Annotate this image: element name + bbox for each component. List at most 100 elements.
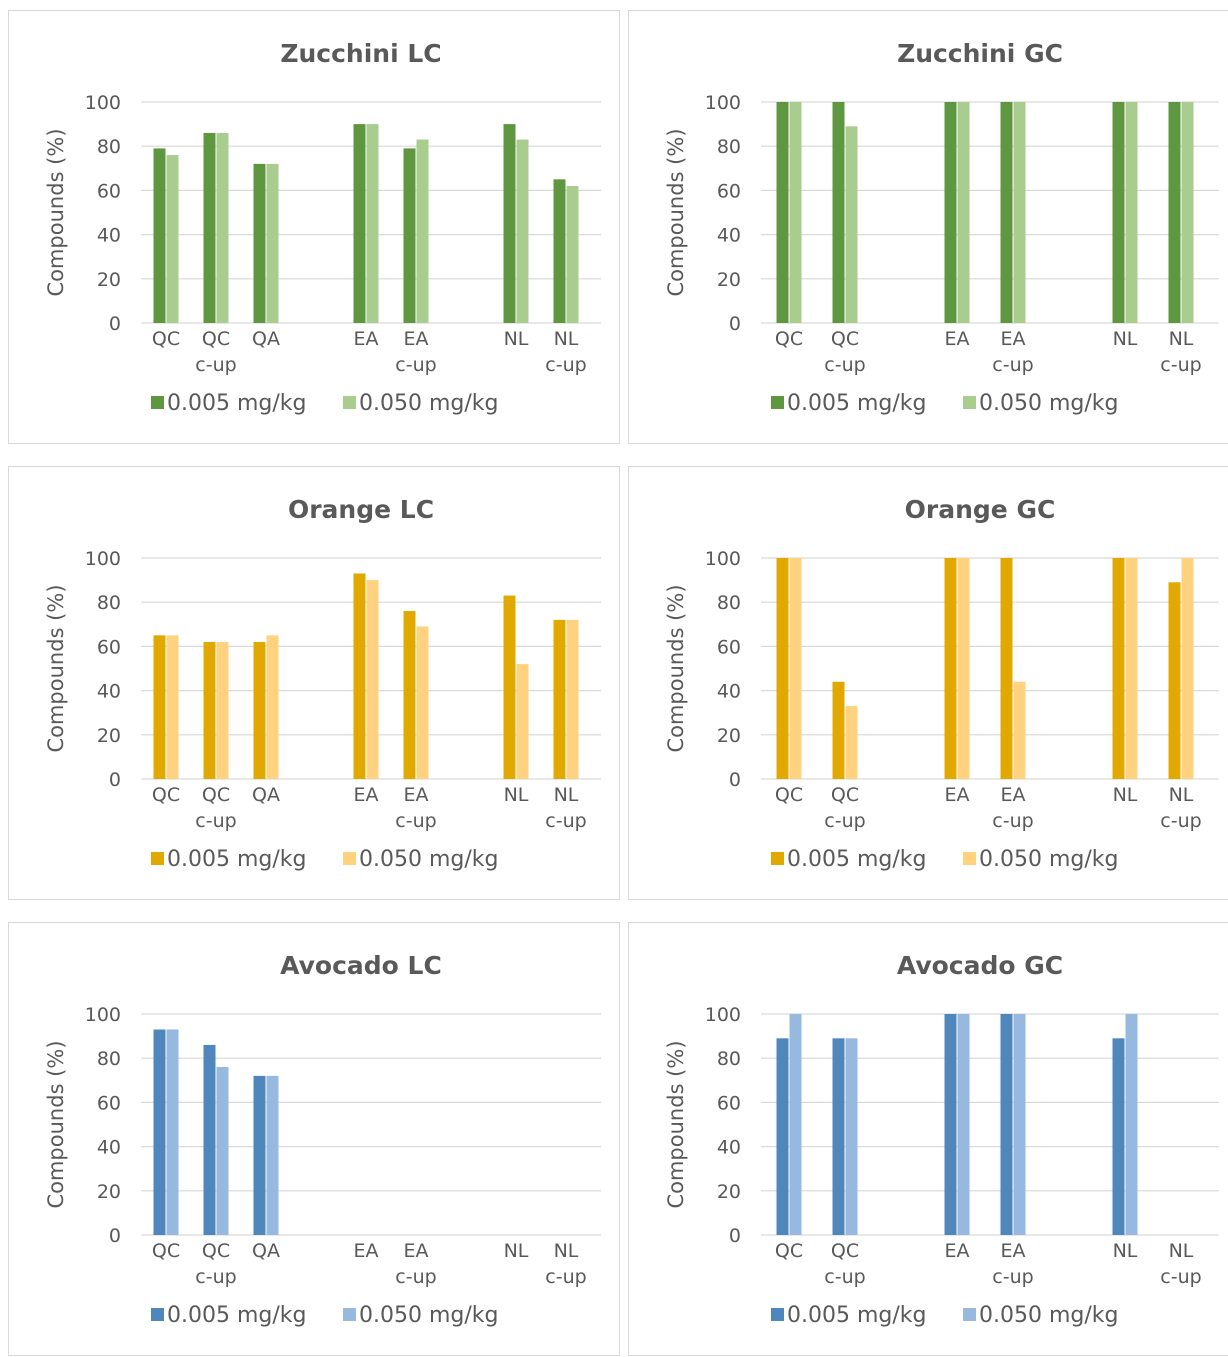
bar-0050 [166,155,179,323]
x-tick-label: EA [944,784,969,806]
bar-0050 [166,1029,179,1235]
x-tick-label: QC [831,328,859,350]
x-tick-label: EA [1000,784,1025,806]
bar-0005 [1000,1014,1013,1235]
x-tick-label: c-up [1160,1266,1201,1288]
y-tick-label: 0 [109,313,121,335]
bar-0050 [1181,558,1194,779]
bar-0050 [216,641,229,779]
x-tick-label: NL [554,1240,579,1262]
bar-0050 [416,139,429,323]
y-axis-label: Compounds (%) [44,1040,68,1208]
chart-panel-zucchini-lc: Zucchini LC Compounds (%) 0 20 40 60 80 100 QC QC… [8,10,620,444]
bar-0005 [1112,102,1125,323]
x-tick-label: NL [1113,784,1138,806]
x-tick-label: NL [504,784,529,806]
x-tick-label: c-up [545,1266,586,1288]
y-tick-label: 60 [717,636,741,658]
chart-svg: Zucchini GC Compounds (%) 0 20 40 60 80 100 QC QC… [664,39,1219,416]
x-tick-label: c-up [1160,354,1201,376]
y-axis-label: Compounds (%) [664,1040,688,1208]
bar-0005 [403,148,416,323]
chart-title: Avocado GC [897,951,1063,980]
bar-0005 [1112,1038,1125,1235]
bar-0005 [1168,582,1181,779]
x-tick-label: c-up [992,810,1033,832]
bar-0050 [166,635,179,779]
x-tick-label: QC [202,784,230,806]
chart-svg: Avocado LC Compounds (%) 0 20 40 60 80 100 QC QC c… [44,951,601,1328]
bar-0005 [403,611,416,779]
bar-0005 [203,641,216,779]
legend-swatch-0005 [151,852,164,865]
chart-panel-orange-lc: Orange LC Compounds (%) 0 20 40 60 80 100 QC QC c-… [8,466,620,900]
bar-0050 [845,126,858,323]
legend-swatch-0005 [771,852,784,865]
bar-0005 [353,573,366,779]
x-tick-label: c-up [824,810,865,832]
bar-0050 [366,124,379,323]
y-tick-label: 40 [97,225,121,247]
bar-0050 [366,580,379,779]
y-tick-label: 100 [705,92,741,114]
bar-0050 [1013,102,1026,323]
x-tick-label: EA [944,328,969,350]
x-tick-label: QC [202,328,230,350]
x-tick-label: EA [353,784,378,806]
bar-0050 [216,1067,229,1235]
legend-label-0005: 0.005 mg/kg [167,391,307,416]
y-tick-label: 0 [729,1225,741,1247]
bar-0050 [957,558,970,779]
x-tick-label: c-up [195,810,236,832]
chart-svg: Orange GC Compounds (%) 0 20 40 60 80 100 QC QC c-… [664,495,1219,872]
x-tick-label: QC [152,784,180,806]
bar-0005 [253,641,266,779]
x-tick-label: QC [202,1240,230,1262]
legend-swatch-0050 [963,852,976,865]
bar-0005 [553,619,566,779]
x-tick-label: QC [775,784,803,806]
bar-0005 [203,1044,216,1235]
y-tick-label: 40 [717,225,741,247]
x-tick-label: QA [252,328,280,350]
bar-0050 [566,185,579,323]
chart-title: Avocado LC [280,951,442,980]
legend-label-0050: 0.050 mg/kg [979,847,1119,872]
bar-0050 [789,558,802,779]
x-tick-label: NL [554,784,579,806]
legend-swatch-0050 [343,396,356,409]
x-tick-label: c-up [1160,810,1201,832]
x-tick-label: NL [1169,784,1194,806]
y-tick-label: 80 [97,1048,121,1070]
legend-swatch-0005 [771,1308,784,1321]
legend-swatch-0050 [343,852,356,865]
y-tick-label: 20 [97,269,121,291]
x-tick-label: EA [1000,328,1025,350]
x-tick-label: c-up [992,354,1033,376]
bar-0050 [789,102,802,323]
y-tick-label: 100 [705,1004,741,1026]
x-tick-label: QC [831,784,859,806]
x-tick-label: c-up [824,354,865,376]
bar-0005 [153,148,166,323]
chart-svg: Zucchini LC Compounds (%) 0 20 40 60 80 100 QC QC… [44,39,601,416]
bar-0005 [1112,558,1125,779]
legend-label-0005: 0.005 mg/kg [787,391,927,416]
bar-0050 [1125,558,1138,779]
y-tick-label: 60 [717,1092,741,1114]
chart-title: Orange GC [905,495,1056,524]
x-tick-label: c-up [992,1266,1033,1288]
x-tick-label: c-up [545,810,586,832]
y-tick-label: 100 [85,92,121,114]
x-tick-label: NL [1113,328,1138,350]
x-tick-label: QA [252,1240,280,1262]
y-tick-label: 0 [729,769,741,791]
bar-0050 [266,635,279,779]
y-tick-label: 40 [97,681,121,703]
bar-0005 [944,1014,957,1235]
legend-swatch-0005 [151,1308,164,1321]
y-tick-label: 0 [729,313,741,335]
bar-0005 [503,124,516,323]
y-tick-label: 100 [705,548,741,570]
legend-label-0005: 0.005 mg/kg [787,847,927,872]
